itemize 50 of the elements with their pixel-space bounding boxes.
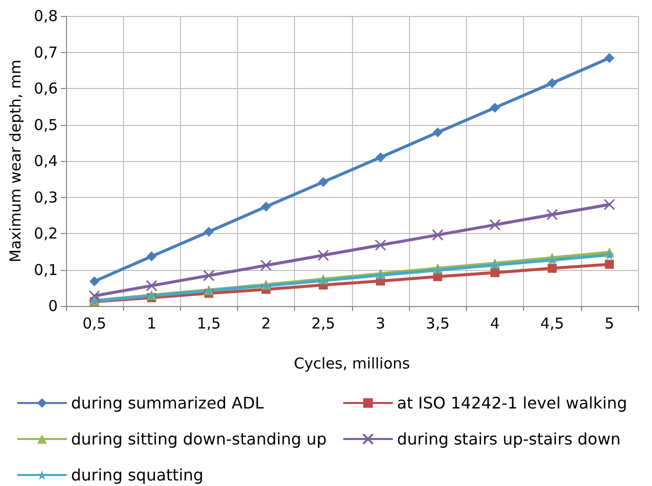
x-tick-label: 2 <box>261 314 271 332</box>
y-tick-label: 0,1 <box>34 260 58 279</box>
point <box>489 219 501 231</box>
point <box>432 127 443 138</box>
legend-label: during stairs up-stairs down <box>397 430 621 448</box>
point <box>89 276 100 286</box>
point <box>146 251 157 262</box>
legend-label: during squatting <box>71 466 204 484</box>
point <box>261 202 272 212</box>
point <box>604 250 614 260</box>
y-tick-label: 0,4 <box>34 152 58 170</box>
x-tick-label: 1,5 <box>196 314 221 332</box>
y-tick-label: 0 <box>48 297 58 315</box>
x-tick-label: 1 <box>146 314 156 332</box>
x-tick-label: 4,5 <box>540 314 564 332</box>
legend-label: during summarized ADL <box>71 394 264 412</box>
point <box>548 264 557 273</box>
point <box>490 102 500 113</box>
x-tick-label: 4 <box>490 314 500 332</box>
point <box>546 208 558 220</box>
x-tick-label: 5 <box>604 314 614 332</box>
point <box>490 268 500 278</box>
y-tick-label: 0,7 <box>34 43 58 62</box>
x-tick-label: 3 <box>376 314 386 332</box>
legend-label: at ISO 14242-1 level walking <box>397 394 628 412</box>
point <box>203 270 215 282</box>
point <box>146 280 158 292</box>
y-tick-label: 0,6 <box>34 80 58 98</box>
x-tick-label: 2,5 <box>311 314 336 332</box>
y-tick-label: 0,8 <box>34 7 58 25</box>
point <box>432 229 444 241</box>
point <box>88 290 100 302</box>
point <box>604 198 616 210</box>
point <box>375 152 386 162</box>
point <box>604 260 614 269</box>
point <box>204 226 214 237</box>
x-tick-label: 3,5 <box>426 314 450 332</box>
y-tick-label: 0,5 <box>34 116 58 134</box>
y-tick-label: 0,2 <box>34 224 58 242</box>
legend-label: during sitting down-standing up <box>71 430 327 448</box>
point <box>318 250 330 261</box>
point <box>374 239 386 251</box>
point <box>604 53 614 64</box>
x-axis-title: Cycles, millions <box>294 354 410 372</box>
point <box>547 78 558 88</box>
y-axis-title: Maximum wear depth, mm <box>6 60 24 262</box>
point <box>260 260 272 272</box>
point <box>318 177 328 188</box>
x-tick-label: 0,5 <box>82 314 106 332</box>
y-tick-label: 0,3 <box>34 188 58 206</box>
